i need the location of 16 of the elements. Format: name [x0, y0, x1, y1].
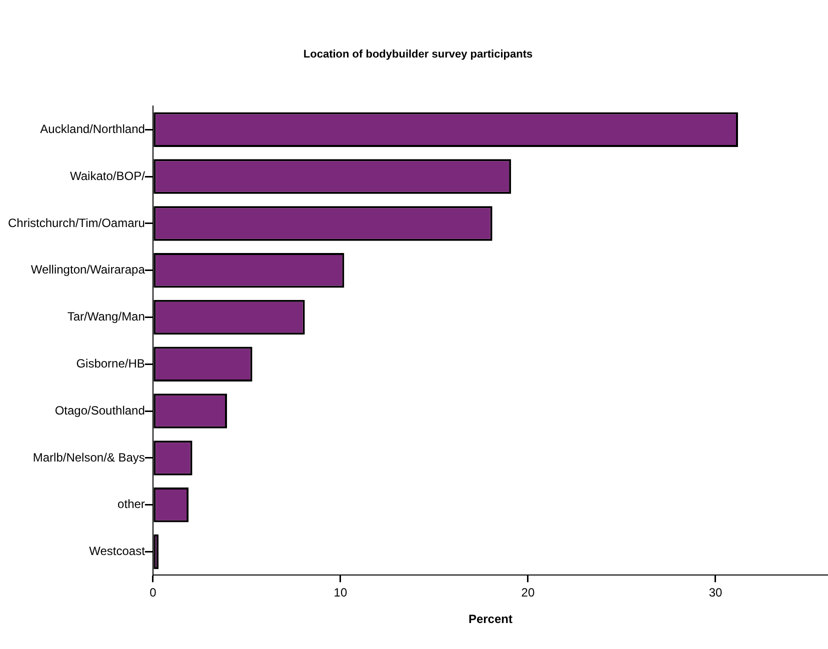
y-tick-label: Westcoast	[89, 544, 146, 558]
y-tick-label: Otago/Southland	[54, 403, 145, 418]
x-tick-label: 0	[150, 586, 157, 600]
y-tick-label: Christchurch/Tim/Oamaru	[8, 216, 145, 230]
x-axis-title: Percent	[468, 612, 512, 626]
chart-title: Location of bodybuilder survey participants	[303, 48, 533, 61]
x-tick-label: 30	[708, 586, 722, 600]
x-tick-label: 10	[334, 586, 348, 600]
y-tick-label: Marlb/Nelson/& Bays	[32, 450, 145, 464]
y-tick-label: Auckland/Northland	[40, 122, 145, 136]
y-tick-label: Wellington/Wairarapa	[30, 262, 146, 277]
y-tick-label: other	[118, 497, 145, 512]
x-tick-label: 20	[521, 586, 535, 600]
y-tick-label: Gisborne/HB	[76, 356, 145, 370]
y-tick-label: Tar/Wang/Man	[67, 310, 145, 324]
y-tick-label: Waikato/BOP/	[70, 168, 146, 183]
